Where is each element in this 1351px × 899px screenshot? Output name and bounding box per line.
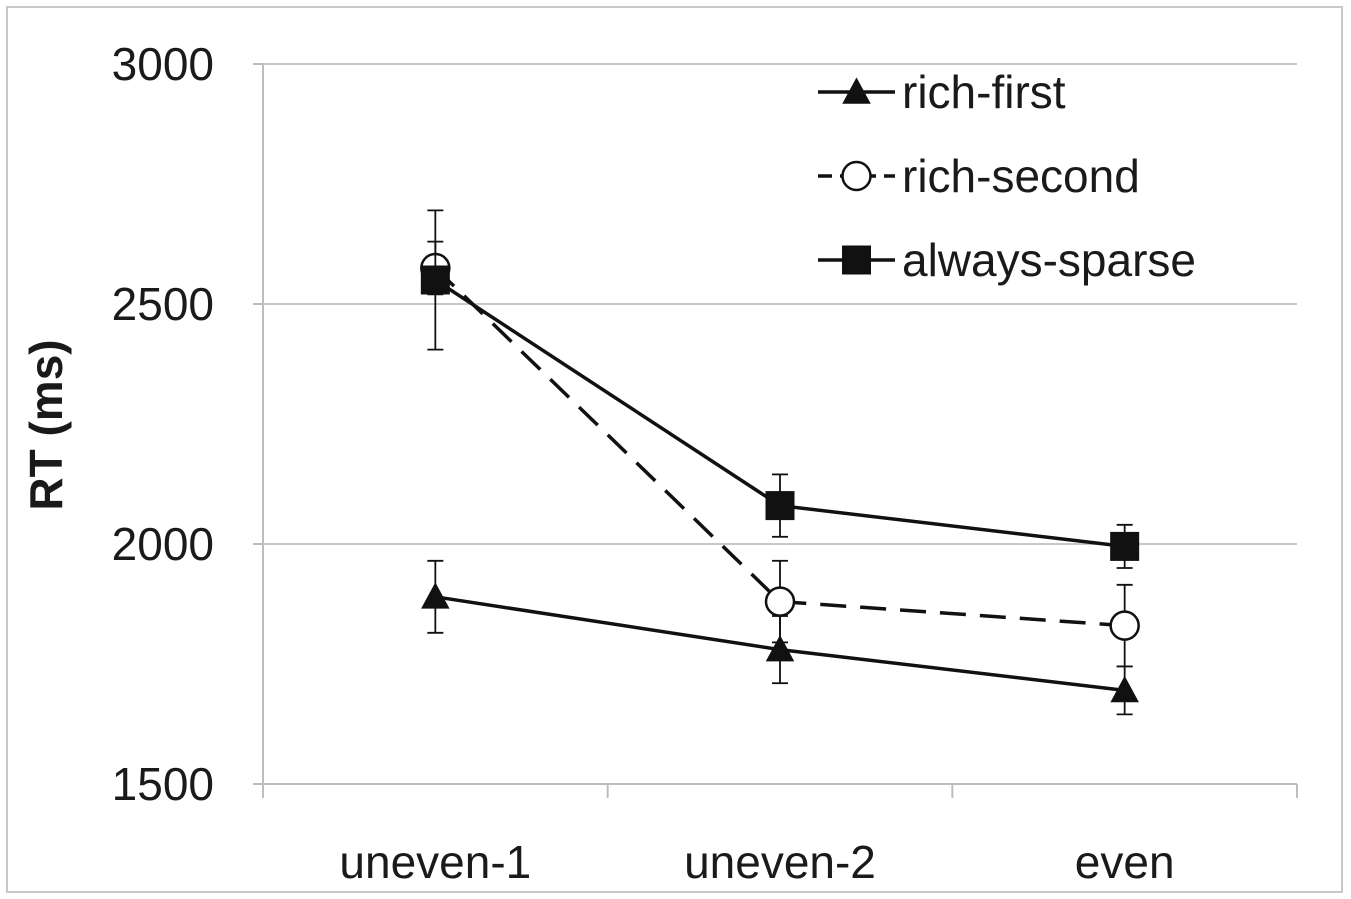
axes xyxy=(253,63,1298,798)
legend-label: rich-first xyxy=(902,66,1066,118)
y-tick-label: 3000 xyxy=(112,38,214,90)
legend-item-rich-second: rich-second xyxy=(818,150,1140,202)
data-point xyxy=(765,491,795,521)
legend-item-rich-first: rich-first xyxy=(818,66,1066,118)
data-point xyxy=(421,582,450,609)
data-point xyxy=(765,635,795,662)
chart-frame xyxy=(6,6,1343,893)
series-rich-second xyxy=(420,240,1140,668)
gridlines xyxy=(263,63,1297,545)
y-tick-label: 2000 xyxy=(112,518,214,570)
data-point xyxy=(1109,610,1140,641)
legend: rich-first rich-second always-sparse xyxy=(818,66,1196,286)
series-always-sparse xyxy=(420,209,1140,569)
x-tick-label: uneven-2 xyxy=(684,836,876,888)
legend-marker xyxy=(842,245,871,275)
legend-item-always-sparse: always-sparse xyxy=(818,234,1196,286)
legend-marker xyxy=(842,77,871,104)
data-point xyxy=(1110,675,1139,703)
y-tick-label: 2500 xyxy=(112,278,214,330)
y-axis-title: RT (ms) xyxy=(20,339,72,510)
legend-label: rich-second xyxy=(902,150,1140,202)
data-point xyxy=(420,265,450,295)
y-tick-labels: 1500 2000 2500 3000 xyxy=(112,38,214,810)
data-point xyxy=(764,586,796,617)
y-tick-label: 1500 xyxy=(112,758,214,810)
x-tick-label: uneven-1 xyxy=(339,836,531,888)
x-tick-labels: uneven-1 uneven-2 even xyxy=(339,836,1174,888)
legend-marker xyxy=(841,160,872,192)
x-tick-label: even xyxy=(1075,836,1175,888)
data-series xyxy=(420,209,1140,716)
legend-label: always-sparse xyxy=(902,234,1196,286)
data-point xyxy=(1110,531,1140,561)
